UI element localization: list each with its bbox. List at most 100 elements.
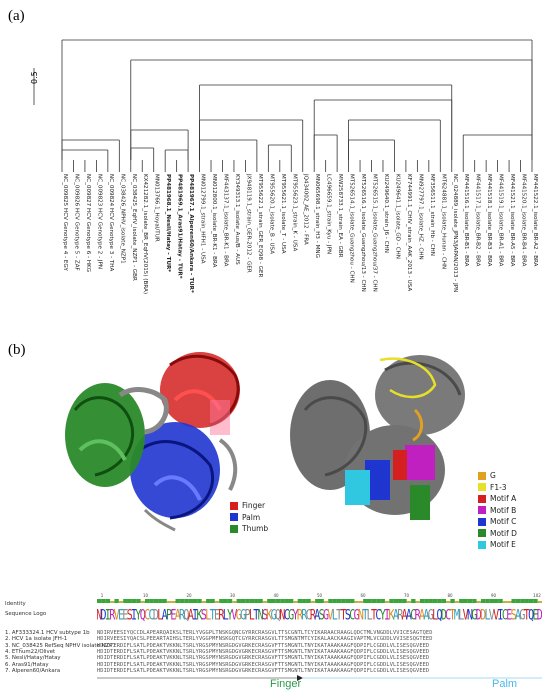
logo-letter: A	[393, 607, 400, 623]
alignment-tick-label: 30	[230, 593, 236, 598]
identity-cell	[123, 599, 128, 603]
logo-letter: E	[170, 607, 176, 623]
tree-tip-label: MF441516.1_isolate_BR-B1 - BRA	[463, 174, 469, 267]
legend-swatch	[478, 517, 486, 526]
identity-cell	[336, 599, 342, 603]
tree-tip-label: MF441517.1_isolate_BR-B2 - BRA	[475, 174, 481, 267]
identity-cell	[97, 599, 102, 603]
identity-cell	[498, 599, 503, 603]
logo-letter: C	[502, 607, 508, 623]
identity-cell	[384, 601, 390, 603]
logo-letter: E	[506, 607, 512, 623]
legend-label: F1-3	[490, 482, 507, 492]
logo-letter: G	[288, 607, 294, 623]
logo-letter: I	[498, 607, 504, 623]
sequence-alignment: Identity Sequence Logo 1 10 20 30 40 50 60 70 80…	[0, 593, 550, 690]
logo-letter: C	[375, 607, 381, 623]
legend-label: Motif C	[490, 517, 517, 527]
identity-cell	[424, 599, 429, 603]
alignment-tick-label: 80	[447, 593, 453, 598]
logo-letter: N	[97, 607, 102, 623]
legend-label: Palm	[242, 512, 261, 522]
logo-letter: Q	[140, 607, 146, 623]
logo-letter: T	[371, 607, 378, 623]
logo-letter: R	[415, 607, 422, 623]
tree-tip-label: KY349313.1_isolate_Aus/B - AUS	[234, 174, 240, 265]
logo-letter: G	[240, 607, 246, 623]
alignment-tick-label: 1	[101, 593, 104, 598]
rdrp-structure-domains	[65, 352, 240, 532]
identity-cell	[232, 601, 237, 603]
thumb-domain-ribbon	[65, 383, 145, 487]
tree-tip-label: NC_009823 HCV Genotype 2 - JPN	[96, 174, 102, 269]
identity-cell	[354, 601, 359, 603]
tree-tip-label: KU249640.1_strain_J6 - CHN	[383, 174, 389, 253]
logo-letter: I	[131, 607, 137, 623]
logo-letter: V	[463, 607, 469, 623]
tree-tip-label: MW258733.1_strain_EA - GBR	[337, 174, 343, 258]
logo-letter: N	[258, 607, 264, 623]
logo-letter: K	[266, 607, 273, 623]
logo-letter: E	[532, 607, 538, 623]
logo-letter: A	[162, 607, 169, 623]
logo-letter: L	[157, 607, 163, 623]
identity-cell	[275, 599, 281, 603]
tree-tip-label: MT955620.1_isolate_B - USA	[268, 174, 274, 254]
logo-label: Sequence Logo	[5, 611, 47, 617]
logo-letter: T	[362, 607, 369, 623]
tree-tip-label: NC_038426_NPHV_isolate_NZP1	[119, 174, 125, 264]
tree-tips: NC_009825 HCV Genotype 4 - EGY NC_009826 …	[62, 173, 538, 294]
logo-letter: Q	[436, 607, 442, 623]
identity-cell	[441, 599, 447, 603]
identity-cell	[515, 599, 521, 603]
identity-cell	[345, 599, 351, 603]
logo-letter: A	[423, 607, 430, 623]
alignment-row-name: 6. Aras91/Hatay	[5, 661, 49, 668]
identity-cell	[219, 599, 224, 603]
identity-cell	[227, 599, 233, 603]
tree-tip-label: NC_009826 HCV Genotype 5 - ZAF	[73, 174, 79, 271]
identity-cell	[262, 601, 268, 603]
tree-tip-label: KX421282.1_isolate_BR_EqHV(2015) (BRA)	[142, 174, 148, 294]
identity-cell	[249, 599, 255, 603]
tree-tip-label: NC_038425_EqHV_isolate_NZP1 - GBR	[131, 174, 137, 281]
tree-tip-label: MF356511.1_strain_Hb - CHN	[429, 174, 435, 256]
tree-tip-label: MF441521.1_isolate_BR-A5 - BRA	[509, 174, 515, 267]
identity-cell	[140, 601, 145, 603]
motif-highlights	[345, 357, 437, 520]
alignment-ticks: 1 10 20 30 40 50 60 70 80 90 102	[101, 593, 542, 598]
identity-cell	[127, 599, 132, 603]
phylogenetic-tree: NC_009825 HCV Genotype 4 - EGY NC_009826 …	[33, 39, 538, 294]
identity-cell	[489, 599, 495, 603]
logo-letter: C	[410, 607, 416, 623]
identity-cell	[472, 599, 477, 603]
alignment-row-sequence: HDIDTERDIFLSATLPDEAKTVKKNLTSRLYRGSPMYNSR…	[97, 667, 430, 674]
tree-tip-label: MN065698.1_strain_H3 - MNG	[314, 174, 320, 258]
tree-tip-label: NC_009825 HCV Genotype 4 - EGY	[62, 174, 68, 271]
identity-cell	[267, 599, 272, 603]
identity-cell	[446, 601, 451, 603]
logo-letter: Y	[292, 607, 299, 623]
logo-letter: P	[245, 607, 251, 623]
logo-letter: L	[367, 607, 373, 623]
identity-cell	[223, 599, 228, 603]
alignment-row-sequence: HDIDTERDIFLSATLPDEAKTVKKNLTSRLYRGSPMYNSR…	[97, 661, 430, 668]
identity-cell	[201, 601, 207, 603]
alignment-row-name: 1. AF333324.1 HCV subtype 1b	[5, 630, 90, 636]
logo-letter: D	[537, 607, 542, 623]
logo-letter: C	[349, 607, 355, 623]
logo-letter: T	[210, 607, 217, 623]
identity-cell	[136, 599, 141, 603]
logo-letter: E	[122, 607, 128, 623]
identity-cell	[502, 601, 508, 603]
sequence-logo: NDIRVEESIYQCCDLAPEARQAIKSLTERLYVGGPLTNSK…	[97, 607, 542, 623]
legend-label: Motif A	[490, 494, 517, 504]
identity-cell	[171, 601, 176, 603]
alignment-tick-label: 90	[491, 593, 497, 598]
finger-region-label: Finger	[270, 678, 302, 690]
logo-letter: T	[336, 607, 343, 623]
logo-letter: Q	[528, 607, 534, 623]
logo-letter: I	[384, 607, 390, 623]
legend-item: Motif C	[478, 516, 517, 528]
